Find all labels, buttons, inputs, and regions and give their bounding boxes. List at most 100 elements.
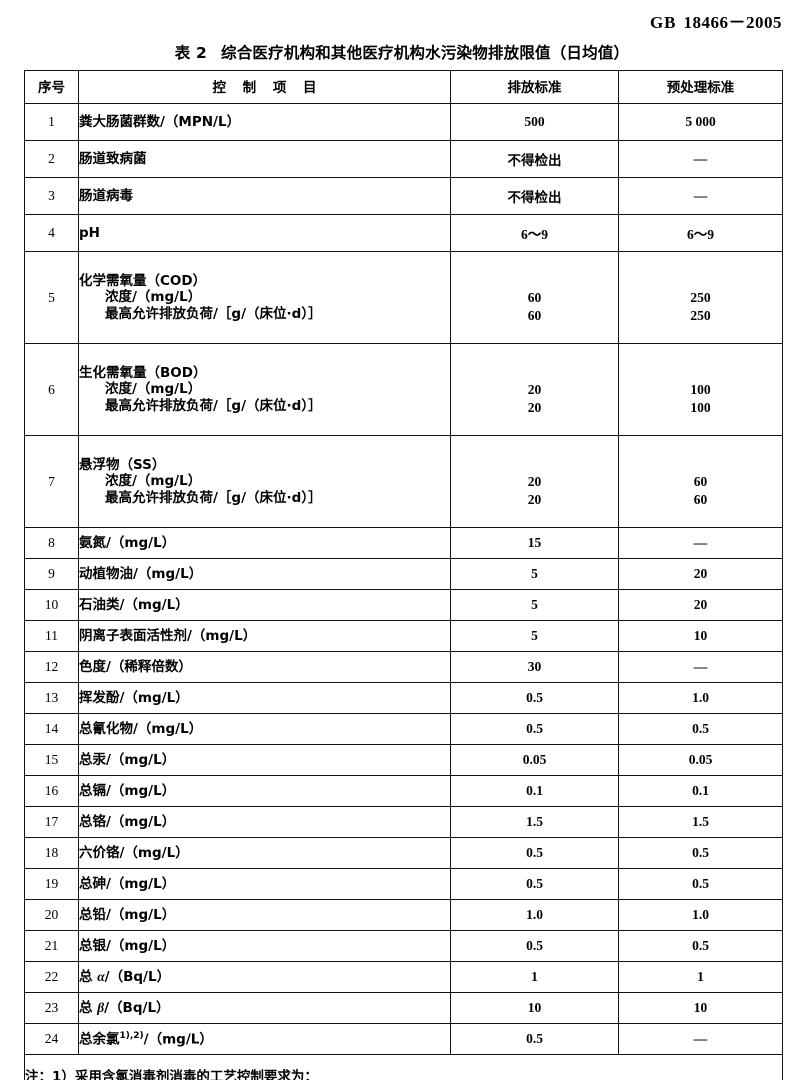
- row-item: 石油类/（mg/L）: [78, 589, 451, 621]
- table-row: 12 色度/（稀释倍数） 30 —: [24, 651, 783, 683]
- row-no: 1: [24, 103, 79, 141]
- item-line-max-load: 最高允许排放负荷/［g/（床位·d）］: [105, 397, 322, 414]
- table-row: 19 总砷/（mg/L） 0.5 0.5: [24, 868, 783, 900]
- pretreatment-max-load: 250: [690, 307, 711, 323]
- pretreatment-concentration: 60: [693, 473, 708, 489]
- discharge-concentration: 20: [527, 381, 542, 397]
- row-no: 10: [24, 589, 79, 621]
- row-pretreatment: 1.5: [618, 806, 783, 838]
- table-notes-row: 注：1）采用含氯消毒剂消毒的工艺控制要求为： 排放标准：消毒接触池接触时间≥1 …: [24, 1054, 783, 1080]
- row-discharge: 1.0: [450, 899, 619, 931]
- column-header-discharge: 排放标准: [450, 70, 619, 104]
- row-discharge: 5: [450, 558, 619, 590]
- item-line-concentration: 浓度/（mg/L）: [105, 289, 202, 306]
- row-no: 11: [24, 620, 79, 652]
- table-row: 11 阴离子表面活性剂/（mg/L） 5 10: [24, 620, 783, 652]
- table-row: 23 总 β/（Bq/L） 10 10: [24, 992, 783, 1024]
- item-line-max-load: 最高允许排放负荷/［g/（床位·d）］: [105, 305, 322, 322]
- row-pretreatment: 0.1: [618, 775, 783, 807]
- item-line-title: 化学需氧量（COD）: [79, 273, 207, 290]
- row-no: 12: [24, 651, 79, 683]
- row-pretreatment: 1.0: [618, 682, 783, 714]
- pretreatment-max-load: 100: [690, 399, 711, 415]
- page-title: 表 2 综合医疗机构和其他医疗机构水污染物排放限值（日均值）: [0, 41, 804, 63]
- table-title-text: 综合医疗机构和其他医疗机构水污染物排放限值（日均值）: [221, 44, 630, 62]
- row-pretreatment: X 100 100: [618, 343, 783, 436]
- discharge-max-load: 20: [527, 399, 542, 415]
- table-row: 20 总铅/（mg/L） 1.0 1.0: [24, 899, 783, 931]
- row-no: 7: [24, 435, 79, 528]
- row-item: 总氰化物/（mg/L）: [78, 713, 451, 745]
- table-row: 18 六价铬/（mg/L） 0.5 0.5: [24, 837, 783, 869]
- row-item: 肠道致病菌: [78, 140, 451, 178]
- row-pretreatment: 20: [618, 589, 783, 621]
- table-row: 4 pH 6～9 6～9: [24, 214, 783, 252]
- table-row: 9 动植物油/（mg/L） 5 20: [24, 558, 783, 590]
- discharge-concentration: 20: [527, 473, 542, 489]
- row-no: 21: [24, 930, 79, 962]
- table-notes: 注：1）采用含氯消毒剂消毒的工艺控制要求为： 排放标准：消毒接触池接触时间≥1 …: [24, 1054, 783, 1080]
- table-row: 24 总余氯1),2)/（mg/L） 0.5 —: [24, 1023, 783, 1055]
- row-no: 2: [24, 140, 79, 178]
- row-discharge: 1.5: [450, 806, 619, 838]
- discharge-concentration: 60: [527, 289, 542, 305]
- row-pretreatment: X 60 60: [618, 435, 783, 528]
- row-item: 动植物油/（mg/L）: [78, 558, 451, 590]
- row-discharge: 500: [450, 103, 619, 141]
- table-row: 15 总汞/（mg/L） 0.05 0.05: [24, 744, 783, 776]
- table-row: 10 石油类/（mg/L） 5 20: [24, 589, 783, 621]
- row-item: 总 α/（Bq/L）: [78, 961, 451, 993]
- row-no: 16: [24, 775, 79, 807]
- row-pretreatment: —: [618, 651, 783, 683]
- row-pretreatment: —: [618, 140, 783, 178]
- row-no: 22: [24, 961, 79, 993]
- pretreatment-max-load: 60: [693, 491, 708, 507]
- row-pretreatment: 0.5: [618, 837, 783, 869]
- row-item: 总铬/（mg/L）: [78, 806, 451, 838]
- row-discharge: 0.05: [450, 744, 619, 776]
- pretreatment-concentration: 100: [690, 381, 711, 397]
- row-no: 20: [24, 899, 79, 931]
- row-pretreatment: 0.05: [618, 744, 783, 776]
- row-discharge: X 60 60: [450, 251, 619, 344]
- row-pretreatment: 5 000: [618, 103, 783, 141]
- table-row: 2 肠道致病菌 不得检出 —: [24, 140, 783, 178]
- table-row: 16 总镉/（mg/L） 0.1 0.1: [24, 775, 783, 807]
- row-discharge: 0.1: [450, 775, 619, 807]
- row-pretreatment: X 250 250: [618, 251, 783, 344]
- table-row: 8 氨氮/（mg/L） 15 —: [24, 527, 783, 559]
- row-discharge: 0.5: [450, 713, 619, 745]
- table-container: 序号 控 制 项 目 排放标准 预处理标准 1 粪大肠菌群数/（MPN/L） 5…: [24, 70, 783, 1080]
- row-item: pH: [78, 214, 451, 252]
- row-discharge: 0.5: [450, 930, 619, 962]
- row-discharge: 5: [450, 620, 619, 652]
- row-no: 14: [24, 713, 79, 745]
- table-row: 3 肠道病毒 不得检出 —: [24, 177, 783, 215]
- row-no: 19: [24, 868, 79, 900]
- row-discharge: 不得检出: [450, 140, 619, 178]
- row-item: 总镉/（mg/L）: [78, 775, 451, 807]
- note-line-1: 注：1）采用含氯消毒剂消毒的工艺控制要求为：: [25, 1068, 318, 1080]
- item-line-concentration: 浓度/（mg/L）: [105, 381, 202, 398]
- table-row-group: 5 化学需氧量（COD） 浓度/（mg/L） 最高允许排放负荷/［g/（床位·d…: [24, 251, 783, 344]
- table-label: 表 2: [174, 44, 208, 62]
- row-discharge: X 20 20: [450, 343, 619, 436]
- row-discharge: 0.5: [450, 868, 619, 900]
- row-pretreatment: 0.5: [618, 868, 783, 900]
- row-pretreatment: 0.5: [618, 713, 783, 745]
- row-item: 粪大肠菌群数/（MPN/L）: [78, 103, 451, 141]
- row-item: 总余氯1),2)/（mg/L）: [78, 1023, 451, 1055]
- item-line-title: 悬浮物（SS）: [79, 457, 166, 474]
- table-header-row: 序号 控 制 项 目 排放标准 预处理标准: [24, 70, 783, 104]
- row-pretreatment: —: [618, 1023, 783, 1055]
- discharge-max-load: 60: [527, 307, 542, 323]
- table-row: 17 总铬/（mg/L） 1.5 1.5: [24, 806, 783, 838]
- row-no: 24: [24, 1023, 79, 1055]
- row-no: 17: [24, 806, 79, 838]
- table-row: 21 总银/（mg/L） 0.5 0.5: [24, 930, 783, 962]
- pretreatment-concentration: 250: [690, 289, 711, 305]
- row-discharge: 5: [450, 589, 619, 621]
- item-line-concentration: 浓度/（mg/L）: [105, 473, 202, 490]
- row-pretreatment: 1: [618, 961, 783, 993]
- row-item: 色度/（稀释倍数）: [78, 651, 451, 683]
